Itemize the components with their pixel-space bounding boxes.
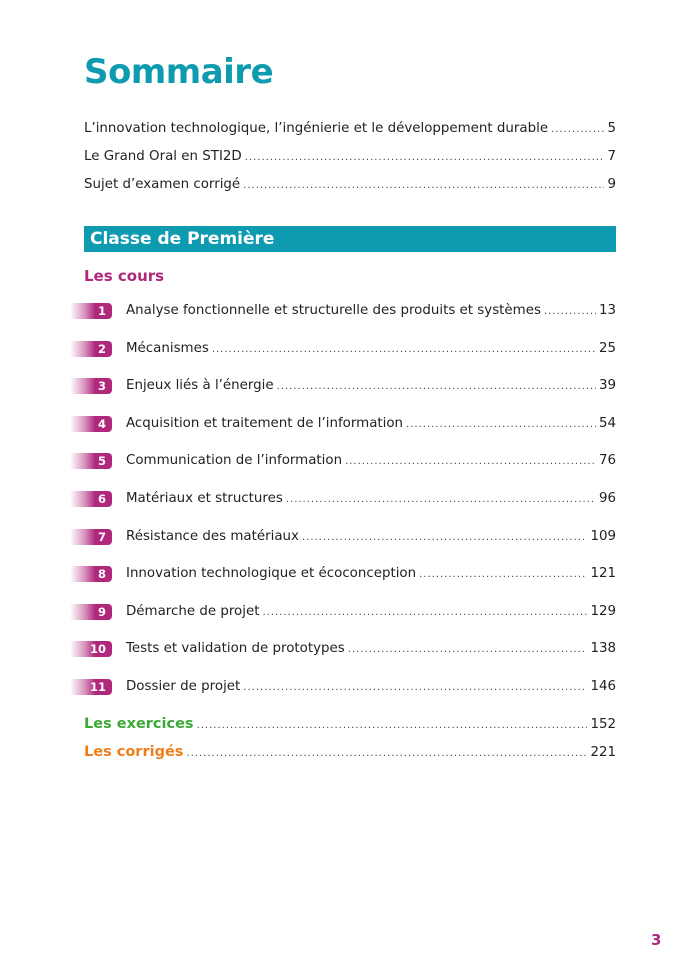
dot-leader: [245, 148, 605, 168]
dot-leader: [348, 640, 588, 660]
toc-page: 5: [607, 121, 616, 136]
dot-leader: [302, 528, 587, 548]
toc-label: Mécanismes: [126, 340, 209, 356]
chapter-number: 9: [70, 603, 112, 620]
dot-leader: [197, 716, 588, 736]
page-title: Sommaire: [84, 52, 274, 92]
chapter-badge: 11: [70, 677, 120, 697]
toc-page: 54: [598, 415, 616, 431]
toc-page: 109: [590, 528, 616, 544]
toc-entry-exercices[interactable]: Les exercices 152: [84, 714, 616, 734]
toc-page: 13: [598, 303, 616, 318]
chapter-number: 10: [70, 641, 112, 658]
chapter-entry[interactable]: 5 Communication de l’information 76: [70, 451, 616, 472]
chapter-number: 11: [70, 679, 112, 695]
toc-page: 129: [590, 603, 616, 619]
toc-label: Sujet d’examen corrigé: [84, 177, 241, 192]
dot-leader: [277, 377, 596, 397]
toc-page: 121: [590, 566, 616, 582]
chapter-badge: 7: [70, 527, 120, 547]
chapter-entry[interactable]: 2 Mécanismes 25: [70, 339, 616, 360]
chapter-badge: 4: [70, 414, 120, 434]
page-number: 3: [651, 931, 662, 949]
chapter-badge: 2: [70, 339, 120, 359]
toc-entry[interactable]: Le Grand Oral en STI2D 7: [84, 147, 616, 167]
toc-entry[interactable]: Sujet d’examen corrigé 9: [84, 175, 616, 195]
toc-page: 9: [607, 177, 616, 192]
chapter-number: 5: [70, 453, 112, 470]
section-subtitle: Les cours: [84, 267, 165, 285]
toc-label: Le Grand Oral en STI2D: [84, 149, 242, 164]
dot-leader: [544, 302, 596, 322]
toc-page: 152: [590, 717, 616, 732]
dot-leader: [243, 176, 604, 196]
dot-leader: [551, 120, 604, 140]
section-header: Classe de Première: [84, 226, 616, 252]
chapter-number: 2: [70, 340, 112, 357]
toc-entry[interactable]: L’innovation technologique, l’ingénierie…: [84, 119, 616, 139]
dot-leader: [243, 678, 587, 698]
toc-label: Acquisition et traitement de l’informati…: [126, 415, 404, 431]
dot-leader: [186, 744, 587, 764]
toc-label: Analyse fonctionnelle et structurelle de…: [126, 303, 541, 318]
chapter-number: 1: [70, 303, 112, 319]
chapter-number: 3: [70, 378, 112, 395]
chapter-entry[interactable]: 11 Dossier de projet 146: [70, 677, 616, 698]
dot-leader: [406, 415, 596, 435]
chapter-badge: 8: [70, 564, 120, 584]
chapter-number: 7: [70, 528, 112, 545]
chapter-entry[interactable]: 6 Matériaux et structures 96: [70, 489, 616, 510]
chapter-badge: 1: [70, 301, 120, 321]
toc-label: Résistance des matériaux: [126, 528, 299, 544]
chapter-entry[interactable]: 9 Démarche de projet 129: [70, 602, 616, 623]
chapter-entry[interactable]: 3 Enjeux liés à l’énergie 39: [70, 376, 616, 397]
chapter-entry[interactable]: 4 Acquisition et traitement de l’informat…: [70, 414, 616, 435]
toc-label: Tests et validation de prototypes: [126, 641, 345, 657]
dot-leader: [212, 340, 596, 360]
chapter-entry[interactable]: 10 Tests et validation de prototypes 138: [70, 639, 616, 660]
toc-label: Communication de l’information: [126, 453, 343, 469]
toc-label: Enjeux liés à l’énergie: [126, 378, 274, 394]
dot-leader: [262, 603, 587, 623]
toc-label: L’innovation technologique, l’ingénierie…: [84, 121, 549, 136]
toc-entry-corriges[interactable]: Les corrigés 221: [84, 742, 616, 762]
chapter-number: 6: [70, 491, 112, 507]
toc-page: 146: [590, 679, 616, 694]
dot-leader: [345, 452, 596, 472]
dot-leader: [419, 565, 587, 585]
toc-page: 96: [598, 491, 616, 506]
toc-label: Les exercices: [84, 716, 194, 732]
chapter-number: 8: [70, 566, 112, 583]
dot-leader: [286, 490, 596, 510]
toc-label: Les corrigés: [84, 744, 184, 760]
chapter-badge: 3: [70, 376, 120, 396]
chapter-badge: 9: [70, 602, 120, 622]
toc-page: 7: [607, 149, 616, 164]
chapter-entry[interactable]: 8 Innovation technologique et écoconcepti…: [70, 564, 616, 585]
toc-label: Dossier de projet: [126, 679, 241, 694]
toc-label: Démarche de projet: [126, 603, 260, 619]
toc-page: 39: [598, 378, 616, 394]
toc-page: 76: [598, 453, 616, 469]
chapter-badge: 5: [70, 451, 120, 471]
chapter-number: 4: [70, 415, 112, 432]
toc-page: 138: [590, 641, 616, 657]
chapter-entry[interactable]: 7 Résistance des matériaux 109: [70, 527, 616, 548]
toc-page: 221: [590, 745, 616, 760]
chapter-badge: 10: [70, 639, 120, 659]
toc-label: Matériaux et structures: [126, 491, 283, 506]
toc-label: Innovation technologique et écoconceptio…: [126, 566, 417, 582]
chapter-badge: 6: [70, 489, 120, 509]
toc-page: 25: [598, 340, 616, 356]
chapter-entry[interactable]: 1 Analyse fonctionnelle et structurelle d…: [70, 301, 616, 322]
